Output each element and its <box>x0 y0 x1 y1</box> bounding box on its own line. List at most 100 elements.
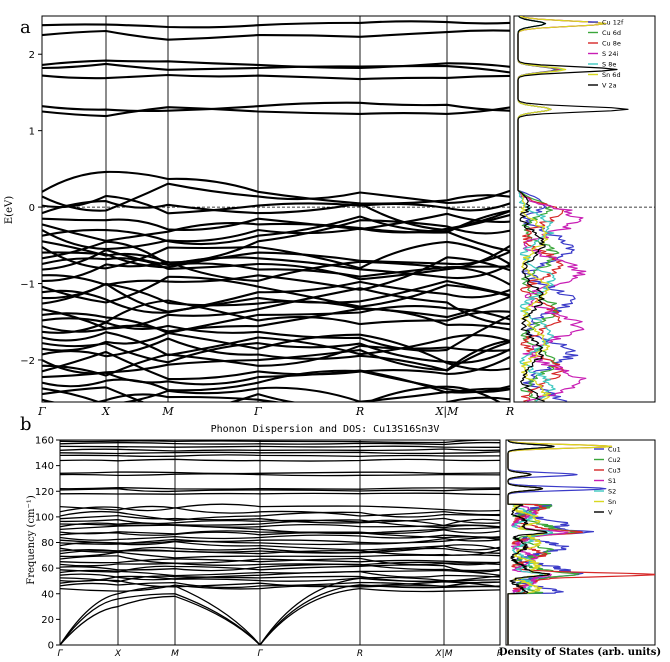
panel-b-legend-entry: S2 <box>608 488 616 496</box>
panel-a-dos-frame <box>513 15 656 403</box>
panel-b-kpoint-label: M <box>171 649 179 659</box>
panel-a-legend-entry: S 24i <box>602 50 618 58</box>
panel-a-band <box>42 350 510 381</box>
panel-b-legend-entry: S1 <box>608 477 616 485</box>
panel-b-optical-branch <box>60 557 500 566</box>
panel-a-band <box>42 209 510 242</box>
panel-b-kpoint-label: Γ <box>257 649 263 659</box>
panel-a-band <box>42 215 510 252</box>
panel-a-band <box>42 369 510 394</box>
panel-b-optical-branch <box>60 575 500 584</box>
panel-a-band <box>42 385 502 402</box>
panel-b-dos-frame <box>505 439 656 646</box>
panel-b-acoustic-branch <box>60 584 500 645</box>
panel-b-ytick-label: 100 <box>35 512 54 523</box>
panel-a-band <box>42 62 510 74</box>
panel-a-legend-entry: Cu 12f <box>602 19 624 27</box>
panel-b-label: b <box>20 414 32 435</box>
panel-a-bands <box>42 20 510 402</box>
panel-b-acoustic-branch <box>60 587 500 645</box>
panel-a-band <box>42 200 510 232</box>
panel-a-band <box>42 182 510 212</box>
panel-b-optical-branch <box>60 454 500 458</box>
panel-b-optical-branch <box>60 458 500 462</box>
panel-a-kpoint-label: R <box>505 405 514 418</box>
panel-b-ytick-label: 20 <box>41 615 54 626</box>
panel-b-optical-branch <box>60 524 500 535</box>
panel-b-acoustic-branch <box>60 577 500 645</box>
panel-b-dos-curves <box>507 440 655 645</box>
panel-a-band <box>42 275 510 308</box>
panel-a-label: a <box>20 17 31 38</box>
panel-a-legend-entry: Cu 8e <box>602 40 621 48</box>
panel-b-optical-branch <box>60 529 500 535</box>
panel-b-optical-branch <box>60 531 500 539</box>
panel-a-band <box>42 106 510 118</box>
panel-b-kpoint-label: X <box>114 649 122 659</box>
panel-a-band <box>42 344 510 377</box>
panel-a-band <box>42 280 510 314</box>
panel-b-ytick-label: 40 <box>41 589 54 600</box>
panel-a-dos-curve <box>517 16 629 402</box>
panel-b-optical-branch <box>60 510 500 521</box>
panel-a-legend-entry: V 2a <box>602 82 617 90</box>
panel-a-ytick-label: −2 <box>20 356 35 367</box>
panel-b-bands <box>60 440 500 645</box>
panel-a-legend-entry: Sn 6d <box>602 71 621 79</box>
panel-a-dos-legend: Cu 12f Cu 6d Cu 8e S 24i S 8e Sn 6d V 2a <box>588 19 624 90</box>
panel-b-optical-branch <box>60 561 500 567</box>
panel-b-dos: Cu1 Cu2 Cu3 S1 S2 Sn V <box>505 439 656 646</box>
panel-a-band <box>42 20 510 29</box>
panel-a-legend-entry: Cu 6d <box>602 29 621 37</box>
panel-b-legend-entry: V <box>608 509 613 517</box>
panel-a-band <box>42 240 510 280</box>
panel-a-band <box>42 256 510 291</box>
panel-b-ytick-label: 60 <box>41 564 54 575</box>
panel-a-legend-entry: S 8e <box>602 61 616 69</box>
panel-b-optical-branch <box>60 487 500 490</box>
panel-b-legend-entry: Sn <box>608 498 616 506</box>
panel-a-band <box>42 194 510 215</box>
panel-a-band <box>42 250 510 269</box>
panel-a-band <box>42 299 510 326</box>
panel-b-kpoint-label: R <box>357 649 363 659</box>
panel-b-dos-curve <box>507 440 555 645</box>
panel-a-band <box>42 212 510 231</box>
panel-b-legend-entry: Cu1 <box>608 446 621 454</box>
panel-a-kpoint-label: R <box>355 405 364 418</box>
panel-a-kpoint-label: Γ <box>253 405 262 418</box>
panel-a-band <box>42 73 510 81</box>
panel-b-optical-branch <box>60 555 500 564</box>
panel-a-band <box>42 101 510 113</box>
panel-a-ylabel: E(eV) <box>4 196 15 224</box>
panel-b-optical-branch <box>60 563 500 572</box>
panel-b-ytick-label: 120 <box>35 487 54 498</box>
panel-a-band <box>42 287 510 330</box>
panel-a-kpoint-label: X <box>101 405 111 418</box>
panel-a-dos-curves <box>517 16 629 402</box>
panel-b-optical-branch <box>60 506 500 517</box>
panel-b-legend-entry: Cu3 <box>608 467 621 475</box>
panel-b-optical-branch <box>60 570 500 581</box>
panel-a-band <box>42 210 510 251</box>
panel-a-dos: Cu 12f Cu 6d Cu 8e S 24i S 8e Sn 6d V 2a <box>513 15 656 403</box>
panel-b-optical-branch <box>60 440 500 444</box>
panel-a-band-structure: −2 −1 0 1 2 Γ X M Γ R X|M R <box>20 15 514 419</box>
panel-a-band <box>42 245 510 281</box>
panel-b-ytick-label: 0 <box>48 641 54 652</box>
panel-a-kpoint-label: X|M <box>435 405 460 419</box>
panel-b-optical-branch <box>60 488 500 493</box>
panel-a-band <box>42 219 510 264</box>
panel-a-ytick-label: 2 <box>29 50 35 61</box>
panel-b-optical-branch <box>60 569 500 577</box>
panel-a-band <box>42 29 510 41</box>
panel-b-optical-branch <box>60 537 500 546</box>
panel-b-kpoint-label: X|M <box>435 649 453 659</box>
panel-b-optical-branch <box>60 564 500 573</box>
panel-b-ylabel: Frequency (cm⁻¹) <box>26 495 37 585</box>
panel-b-optical-branch <box>60 519 500 529</box>
panel-b-optical-branch <box>60 492 500 496</box>
panel-b-optical-branch <box>60 445 500 448</box>
panel-b-optical-branch <box>60 534 500 541</box>
